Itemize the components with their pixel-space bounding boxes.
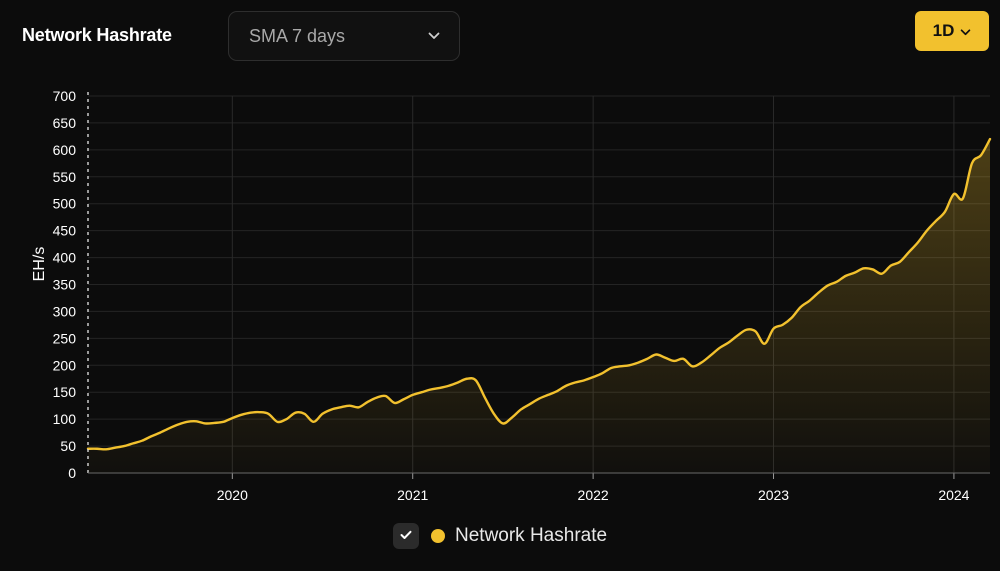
legend-label: Network Hashrate: [455, 525, 608, 546]
y-tick-label: 100: [53, 411, 77, 427]
chevron-down-icon: [960, 21, 971, 41]
y-tick-label: 500: [53, 196, 77, 212]
chevron-down-icon: [427, 29, 441, 43]
x-tick-label: 2022: [578, 487, 609, 503]
y-tick-label: 0: [68, 465, 76, 481]
y-tick-label: 700: [53, 88, 77, 104]
moving-average-select[interactable]: SMA 7 days: [228, 11, 460, 61]
x-tick-label: 2021: [397, 487, 428, 503]
chart-legend: Network Hashrate: [393, 522, 607, 550]
y-tick-label: 450: [53, 223, 77, 239]
chart-series: [86, 137, 992, 451]
legend-color-dot: [431, 529, 445, 543]
y-tick-label: 350: [53, 277, 77, 293]
chart-area: [88, 139, 990, 473]
y-tick-label: 50: [60, 438, 76, 454]
x-tick-label: 2023: [758, 487, 789, 503]
page-title: Network Hashrate: [22, 25, 172, 45]
series-line: [86, 137, 992, 451]
check-icon: [400, 527, 412, 545]
y-tick-label: 550: [53, 169, 77, 185]
y-axis-title: EH/s: [31, 247, 48, 282]
moving-average-value: SMA 7 days: [249, 25, 346, 46]
y-tick-label: 200: [53, 357, 77, 373]
y-tick-label: 650: [53, 115, 77, 131]
chart-axes: 0 50 100 150 200 250 300 350 400 450 500 550 600 650 7…: [53, 88, 990, 503]
series-area-fill: [88, 139, 990, 473]
y-tick-label: 250: [53, 330, 77, 346]
y-tick-label: 300: [53, 303, 77, 319]
interval-button-label: 1D: [932, 21, 955, 40]
x-tick-label: 2024: [938, 487, 969, 503]
y-tick-label: 150: [53, 384, 77, 400]
interval-button[interactable]: 1D: [915, 11, 989, 51]
x-tick-label: 2020: [217, 487, 248, 503]
y-tick-label: 600: [53, 142, 77, 158]
y-tick-label: 400: [53, 250, 77, 266]
legend-toggle[interactable]: [393, 523, 419, 549]
